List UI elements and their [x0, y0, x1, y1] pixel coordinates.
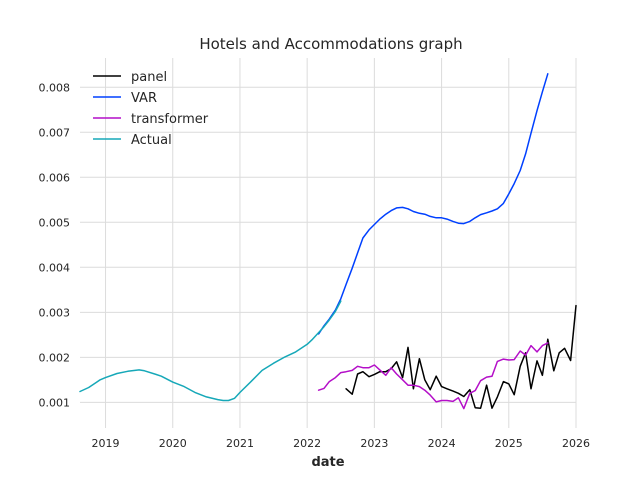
legend-label-actual: Actual — [131, 133, 172, 148]
y-tick-label: 0.001 — [39, 396, 71, 409]
legend-label-panel: panel — [131, 70, 167, 85]
series-line-transformer — [317, 342, 549, 410]
x-tick-label: 2023 — [360, 437, 388, 450]
x-tick-label: 2026 — [562, 437, 590, 450]
tick-labels: 2019 2020 2021 2022 2023 2024 2025 2026 0.001 0.0… — [39, 81, 591, 450]
y-tick-label: 0.004 — [39, 261, 71, 274]
chart-title: Hotels and Accommodations graph — [199, 35, 462, 53]
y-tick-label: 0.007 — [39, 126, 71, 139]
x-tick-label: 2019 — [92, 437, 120, 450]
x-axis-label: date — [311, 455, 344, 470]
x-tick-label: 2020 — [159, 437, 187, 450]
series-line-panel — [345, 304, 577, 409]
y-tick-label: 0.008 — [39, 81, 71, 94]
x-tick-label: 2021 — [226, 437, 254, 450]
y-tick-label: 0.002 — [39, 351, 71, 364]
y-tick-label: 0.005 — [39, 216, 71, 229]
y-tick-label: 0.003 — [39, 306, 71, 319]
grid — [80, 58, 577, 428]
series-lines — [79, 73, 577, 410]
x-tick-label: 2025 — [495, 437, 523, 450]
legend: panel VAR transformer Actual — [93, 70, 209, 148]
x-tick-label: 2022 — [293, 437, 321, 450]
series-line-var — [317, 73, 549, 335]
y-tick-label: 0.006 — [39, 171, 71, 184]
series-line-actual — [79, 300, 342, 402]
legend-label-transformer: transformer — [131, 112, 209, 127]
legend-label-var: VAR — [131, 91, 157, 106]
x-tick-label: 2024 — [428, 437, 456, 450]
